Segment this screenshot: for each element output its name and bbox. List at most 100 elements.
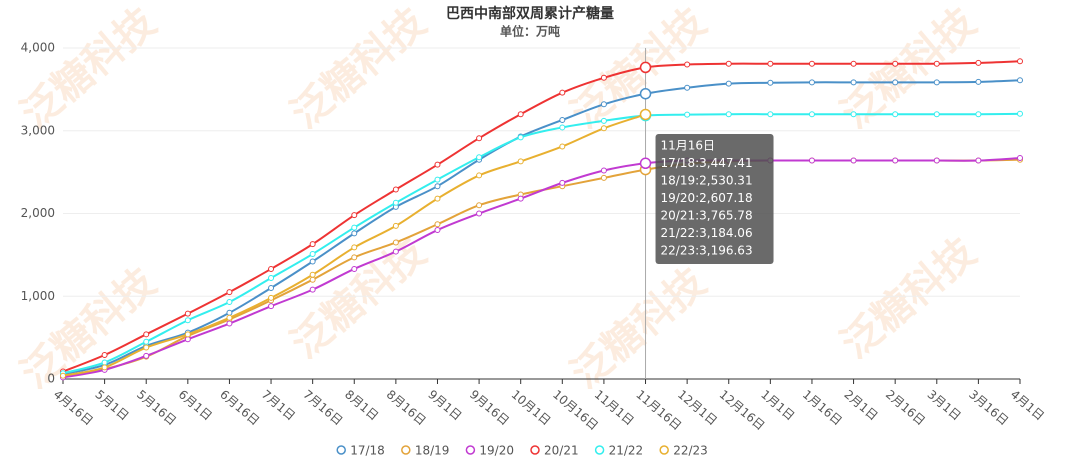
- data-point: [101, 359, 108, 366]
- legend-marker: [659, 445, 669, 455]
- data-point: [600, 117, 607, 124]
- data-point: [639, 157, 652, 170]
- tooltip-line: 18/19:2,530.31: [661, 174, 753, 188]
- data-point: [850, 79, 857, 86]
- legend-label: 19/20: [479, 444, 514, 458]
- tooltip-box: [655, 134, 774, 264]
- legend-marker: [530, 445, 540, 455]
- x-tick-label: 5月1日: [92, 387, 131, 423]
- data-point: [392, 222, 399, 229]
- legend-label: 22/23: [673, 444, 708, 458]
- legend-label: 21/22: [609, 444, 644, 458]
- data-point: [184, 336, 191, 343]
- data-point: [268, 284, 275, 291]
- watermark: 泛糖科技: [563, 259, 715, 397]
- data-point: [268, 275, 275, 282]
- tooltip-line: 21/22:3,184.06: [661, 226, 753, 240]
- data-point: [767, 60, 774, 67]
- legend-label: 20/21: [544, 444, 579, 458]
- data-point: [351, 265, 358, 272]
- x-tick-label: 5月16日: [134, 387, 179, 428]
- data-point: [268, 303, 275, 310]
- y-tick-label: 4,000: [21, 41, 55, 55]
- data-point: [309, 241, 316, 248]
- data-point: [559, 143, 566, 150]
- chart-subtitle: 单位：万吨: [500, 24, 560, 39]
- x-tick-label: 1月1日: [758, 387, 797, 423]
- data-point: [767, 79, 774, 86]
- data-point: [226, 289, 233, 296]
- data-point: [808, 60, 815, 67]
- data-point: [892, 111, 899, 118]
- data-point: [226, 299, 233, 306]
- data-point: [684, 61, 691, 68]
- data-point: [1017, 155, 1023, 162]
- data-point: [309, 271, 316, 278]
- x-tick-label: 7月16日: [300, 387, 345, 428]
- data-point: [684, 111, 691, 118]
- tooltip-line: 20/21:3,765.78: [661, 209, 753, 223]
- data-point: [517, 195, 524, 202]
- data-point: [559, 124, 566, 131]
- data-point: [1017, 77, 1023, 84]
- data-point: [559, 116, 566, 123]
- data-point: [476, 135, 483, 142]
- data-point: [351, 224, 358, 231]
- legend-marker: [401, 445, 411, 455]
- data-point: [850, 111, 857, 118]
- legend-label: 17/18: [350, 444, 385, 458]
- x-tick-label: 11月16日: [633, 387, 684, 433]
- legend-marker: [465, 445, 476, 455]
- data-point: [476, 154, 483, 161]
- data-point: [559, 179, 566, 186]
- x-tick-label: 7月1日: [259, 387, 298, 423]
- data-point: [892, 79, 899, 86]
- data-point: [517, 158, 524, 165]
- data-point: [600, 74, 607, 81]
- y-tick-label: 3,000: [21, 123, 55, 137]
- data-point: [639, 87, 652, 100]
- legend-label: 18/19: [415, 444, 450, 458]
- series-line: [62, 60, 1021, 373]
- data-point: [268, 265, 275, 272]
- data-point: [434, 161, 441, 168]
- tooltip-line: 19/20:2,607.18: [661, 191, 753, 205]
- x-tick-label: 10月1日: [509, 387, 554, 428]
- series-line: [62, 157, 1021, 379]
- x-tick-label: 2月16日: [883, 387, 928, 428]
- data-point: [808, 79, 815, 86]
- data-point: [892, 157, 899, 164]
- data-point: [434, 183, 441, 190]
- data-point: [392, 248, 399, 255]
- data-point: [476, 202, 483, 209]
- tooltip-line: 17/18:3,447.41: [661, 156, 753, 170]
- data-point: [975, 78, 982, 85]
- data-point: [476, 210, 483, 217]
- data-point: [975, 59, 982, 66]
- legend-marker: [594, 445, 605, 455]
- data-point: [226, 309, 233, 316]
- data-point: [184, 331, 191, 338]
- data-point: [600, 167, 607, 174]
- data-point: [101, 352, 108, 359]
- tooltip-line: 22/23:3,196.63: [661, 244, 753, 258]
- data-point: [392, 186, 399, 193]
- data-point: [268, 294, 275, 301]
- data-point: [725, 111, 732, 118]
- x-tick-label: 12月16日: [717, 387, 768, 433]
- chart-title: 巴西中南部双周累计产糖量: [446, 5, 614, 22]
- x-tick-label: 9月16日: [467, 387, 512, 428]
- data-point: [143, 338, 150, 345]
- data-point: [476, 172, 483, 179]
- data-point: [933, 157, 940, 164]
- data-point: [517, 111, 524, 118]
- y-tick-label: 1,000: [21, 289, 55, 303]
- data-point: [639, 108, 652, 121]
- data-point: [767, 111, 774, 118]
- data-point: [184, 317, 191, 324]
- watermark: 泛糖科技: [283, 229, 435, 367]
- data-point: [808, 111, 815, 118]
- data-point: [600, 125, 607, 132]
- data-point: [351, 230, 358, 237]
